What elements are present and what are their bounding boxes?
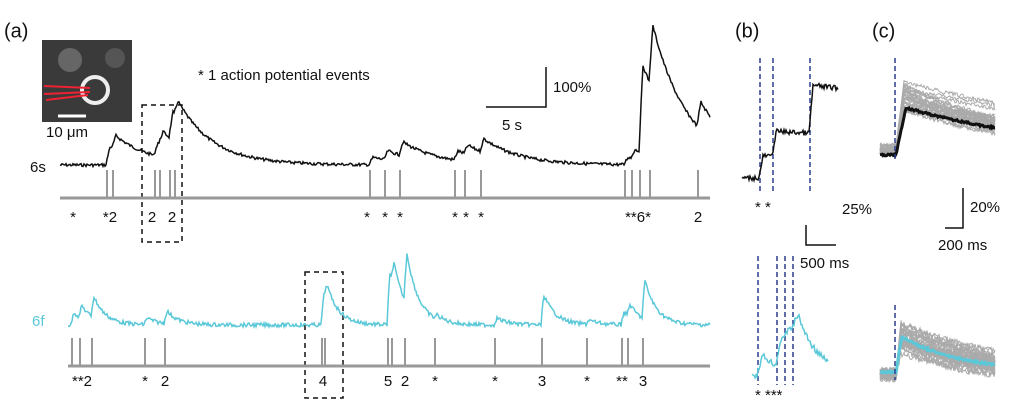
- event-label: *2: [103, 209, 117, 226]
- scale-label: 20%: [970, 199, 1000, 216]
- pipette: [43, 85, 91, 101]
- trace-b-6s: [741, 82, 839, 183]
- trial-trace: [879, 320, 996, 376]
- trace-label: 6f: [32, 313, 45, 330]
- scale-bar: [945, 188, 964, 229]
- event-label: *: [364, 209, 370, 226]
- event-label: *: [584, 373, 590, 390]
- trace-6s: [59, 24, 711, 169]
- event-label: 4: [319, 373, 327, 390]
- event-label: 2: [168, 209, 176, 226]
- event-label: 3: [639, 373, 647, 390]
- texture: [105, 48, 125, 68]
- trace-6f: [67, 253, 711, 330]
- event-label: 2: [401, 373, 409, 390]
- cell: [80, 75, 110, 105]
- panel-label: (b): [735, 20, 759, 42]
- panel-label: (c): [872, 20, 895, 42]
- event-label: *: [463, 209, 469, 226]
- event-label: *: [432, 373, 438, 390]
- highlight-box: [141, 104, 183, 243]
- highlight-box: [304, 271, 344, 399]
- panel-label: (a): [4, 20, 28, 42]
- trace-label: 6s: [30, 159, 46, 176]
- event-label: 5: [384, 373, 392, 390]
- trace-b-6f: [751, 313, 829, 380]
- event-label: *: [70, 209, 76, 226]
- event-labels: * *: [755, 199, 771, 216]
- trial-trace: [879, 86, 996, 148]
- mean-trace: [879, 105, 996, 159]
- scale-label: 5 s: [502, 117, 522, 134]
- event-label: **: [616, 373, 628, 390]
- trial-trace: [879, 87, 996, 157]
- legend-note: * 1 action potential events: [198, 67, 370, 84]
- scale-bar: [486, 67, 547, 108]
- event-label: 2: [148, 209, 156, 226]
- scale-label: 25%: [842, 201, 872, 218]
- event-label: 2: [694, 209, 702, 226]
- event-label: *: [492, 373, 498, 390]
- event-label: **2: [72, 373, 92, 390]
- event-label: *: [397, 209, 403, 226]
- scale-label: 100%: [553, 79, 591, 96]
- event-label: 2: [161, 373, 169, 390]
- event-label: **6*: [625, 209, 651, 226]
- scale-bar: [805, 225, 836, 246]
- event-label: *: [478, 209, 484, 226]
- mean-trace: [879, 334, 996, 375]
- event-label: *: [452, 209, 458, 226]
- event-label: *: [142, 373, 148, 390]
- image-scale: 10 μm: [46, 124, 88, 141]
- texture: [58, 48, 82, 72]
- scale-label: 500 ms: [800, 255, 849, 272]
- event-labels: * ***: [755, 387, 783, 400]
- event-label: 3: [538, 373, 546, 390]
- scale-label: 200 ms: [938, 237, 987, 254]
- event-label: *: [382, 209, 388, 226]
